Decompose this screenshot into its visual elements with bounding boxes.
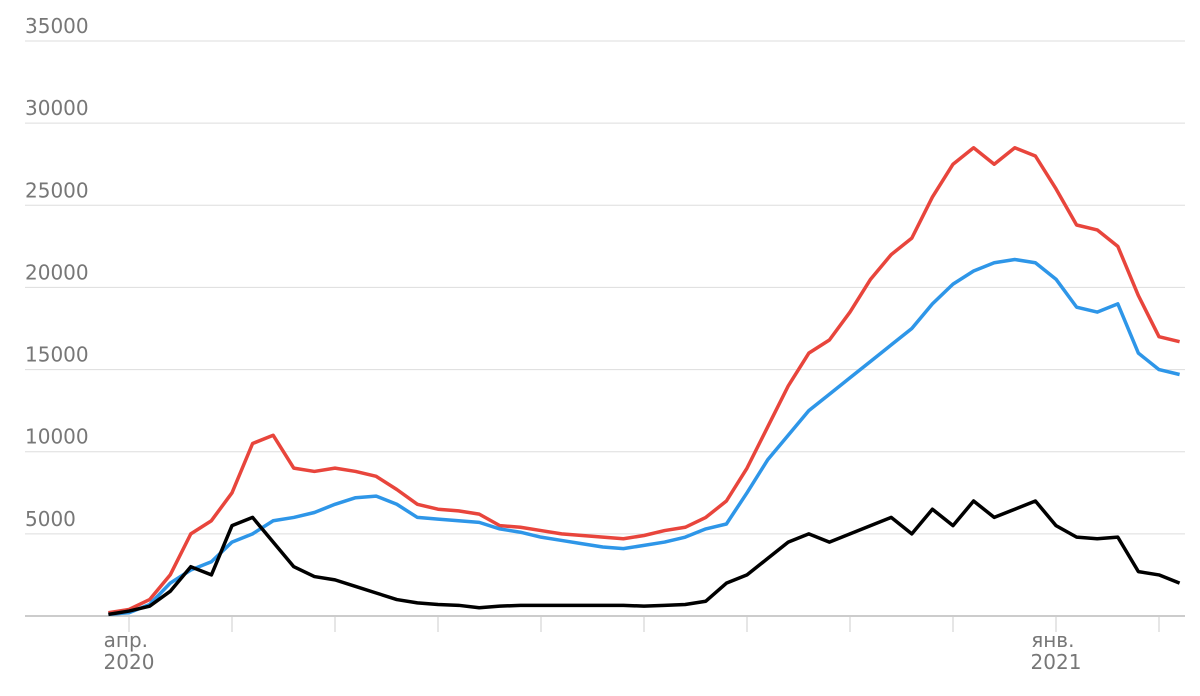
y-tick-label: 10000 (25, 425, 89, 449)
series-line (108, 257, 1181, 617)
x-tick-label: янв. 2021 (1031, 628, 1082, 674)
y-tick-label: 25000 (25, 178, 89, 202)
x-tick-label: апр. 2020 (104, 628, 155, 674)
y-tick-label: 5000 (25, 507, 76, 531)
series-line (108, 146, 1181, 615)
series-line (108, 499, 1181, 617)
y-tick-label: 15000 (25, 343, 89, 367)
y-tick-label: 30000 (25, 96, 89, 120)
y-tick-label: 20000 (25, 260, 89, 284)
y-tick-label: 35000 (25, 14, 89, 38)
